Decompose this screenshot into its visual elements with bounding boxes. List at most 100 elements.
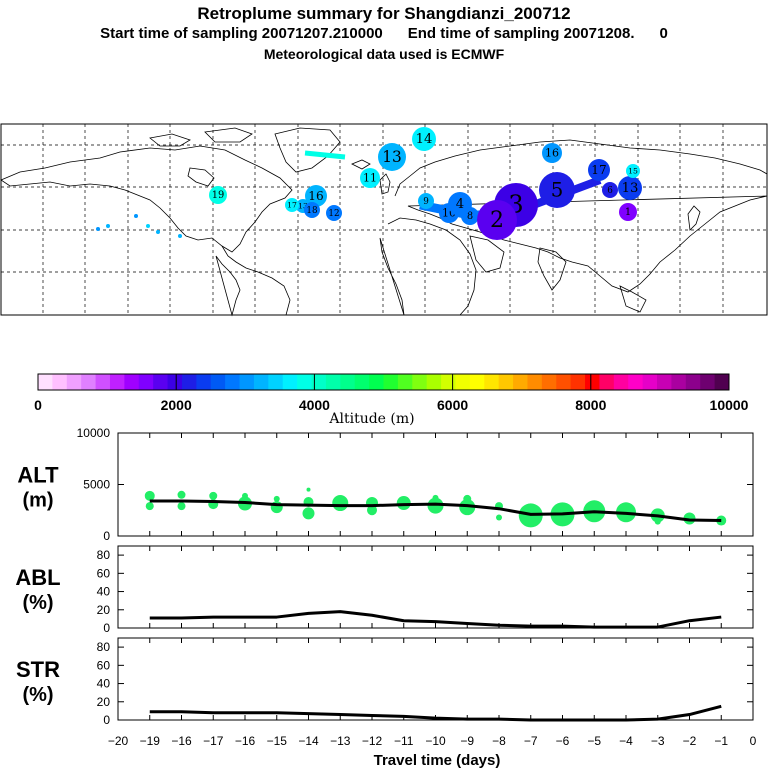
plume-circle xyxy=(412,127,436,151)
x-tick-label: −16 xyxy=(171,734,192,748)
colorbar-swatch xyxy=(613,374,629,390)
x-tick-label: −8 xyxy=(492,734,506,748)
colorbar-swatch xyxy=(239,374,255,390)
series-line xyxy=(149,704,722,722)
colorbar-swatch xyxy=(383,374,399,390)
colorbar-swatch xyxy=(268,374,284,390)
colorbar-swatch xyxy=(52,374,68,390)
colorbar-swatch xyxy=(325,374,341,390)
x-tick-label: −11 xyxy=(394,734,414,748)
colorbar-swatch xyxy=(412,374,428,390)
plume-circle xyxy=(418,193,434,209)
alt-bubble xyxy=(209,491,218,500)
x-tick-label: −4 xyxy=(619,734,633,748)
colorbar-swatch xyxy=(426,374,442,390)
plume-number: 5 xyxy=(551,178,564,201)
panel-alt: 0 5000 10000 ALT(m) xyxy=(17,426,754,543)
plume-circle xyxy=(326,205,342,221)
plume-number: 16 xyxy=(308,189,323,203)
colorbar-swatch xyxy=(297,374,313,390)
colorbar-swatch xyxy=(311,374,327,390)
time-series-panels: 0500010000ALT(m)020406080ABL(%)020406080… xyxy=(15,426,756,768)
colorbar-swatch xyxy=(66,374,82,390)
plume-number: 17 xyxy=(591,163,606,177)
x-tick-label: −13 xyxy=(330,734,351,748)
colorbar-swatch xyxy=(513,374,528,390)
plume-number: 6 xyxy=(607,186,613,196)
plume-circle xyxy=(305,185,327,207)
y-axis-unit: (%) xyxy=(22,684,53,706)
colorbar-tick-label: 4000 xyxy=(299,397,330,413)
colorbar-tick-label: 10000 xyxy=(710,397,749,413)
alt-bubble xyxy=(367,505,377,516)
colorbar-swatch xyxy=(397,374,413,390)
x-tick-label: −6 xyxy=(556,734,570,748)
plume-number: 13 xyxy=(382,148,402,166)
colorbar-swatch xyxy=(253,374,269,390)
plume-circle xyxy=(209,186,227,204)
x-tick-label: −12 xyxy=(362,734,383,748)
y-tick-label: 60 xyxy=(97,658,111,672)
colorbar-swatch xyxy=(167,374,183,390)
colorbar-swatch xyxy=(38,374,53,390)
chart-title: Retroplume summary for Shangdianzi_20071… xyxy=(197,4,571,23)
colorbar-swatch xyxy=(340,374,356,390)
y-axis-label: STR xyxy=(16,657,60,682)
alt-bubble xyxy=(273,495,280,502)
plume-circle xyxy=(378,143,406,171)
x-tick-label: −19 xyxy=(140,734,161,748)
alt-bubble xyxy=(496,514,502,521)
alt-bubble xyxy=(145,502,154,511)
x-axis-label: Travel time (days) xyxy=(374,752,501,768)
plume-number: 19 xyxy=(212,190,225,201)
y-tick-label: 20 xyxy=(97,695,111,709)
plume-number: 8 xyxy=(467,211,473,222)
colorbar-swatch xyxy=(369,374,384,390)
sampling-time-line: Start time of sampling 20071207.210000 E… xyxy=(100,25,668,42)
colorbar-swatch xyxy=(498,374,514,390)
plume-trail xyxy=(304,150,346,160)
colorbar-swatch xyxy=(556,374,572,390)
colorbar-swatch xyxy=(210,374,226,390)
colorbar-swatch xyxy=(455,374,471,390)
colorbar-swatch xyxy=(657,374,672,390)
x-tick-label: 0 xyxy=(750,734,757,748)
colorbar-tick-label: 6000 xyxy=(437,397,468,413)
colorbar-swatch xyxy=(671,374,687,390)
plume-number: 18 xyxy=(306,206,317,216)
plume-circle xyxy=(602,182,618,198)
colorbar-tick-label: 2000 xyxy=(161,397,192,413)
plume-dot xyxy=(106,224,110,228)
plume-circle xyxy=(477,200,517,240)
plume-circle xyxy=(619,203,637,221)
colorbar-swatch xyxy=(354,374,370,390)
colorbar-swatch xyxy=(181,374,197,390)
plume-circle xyxy=(588,159,610,181)
y-tick-label: 0 xyxy=(103,529,110,543)
plume-number: 17 xyxy=(287,200,297,209)
alt-bubble xyxy=(177,490,186,499)
plume-circle xyxy=(539,172,575,208)
plume-circle xyxy=(360,168,380,188)
plume-circle xyxy=(304,202,320,218)
colorbar-swatch xyxy=(124,374,140,390)
y-tick-label: 0 xyxy=(103,713,110,727)
alt-bubble xyxy=(396,496,411,511)
plume-dot xyxy=(146,224,150,228)
y-axis-unit: (%) xyxy=(22,592,53,614)
colorbar-swatch xyxy=(714,374,730,390)
y-axis-label: ABL xyxy=(15,565,60,590)
plume-dot xyxy=(156,230,160,234)
alt-bubble xyxy=(306,487,311,492)
series-line xyxy=(149,610,722,629)
colorbar-swatch xyxy=(685,374,701,390)
x-tick-label: −17 xyxy=(203,734,224,748)
y-tick-label: 60 xyxy=(97,566,111,580)
y-tick-label: 40 xyxy=(97,677,111,691)
alt-bubble xyxy=(144,490,155,501)
colorbar-swatch xyxy=(599,374,615,390)
colorbar-swatch xyxy=(153,374,169,390)
met-data-line: Meteorological data used is ECMWF xyxy=(263,46,505,62)
alt-bubble xyxy=(427,497,444,514)
colorbar-swatch xyxy=(628,374,644,390)
